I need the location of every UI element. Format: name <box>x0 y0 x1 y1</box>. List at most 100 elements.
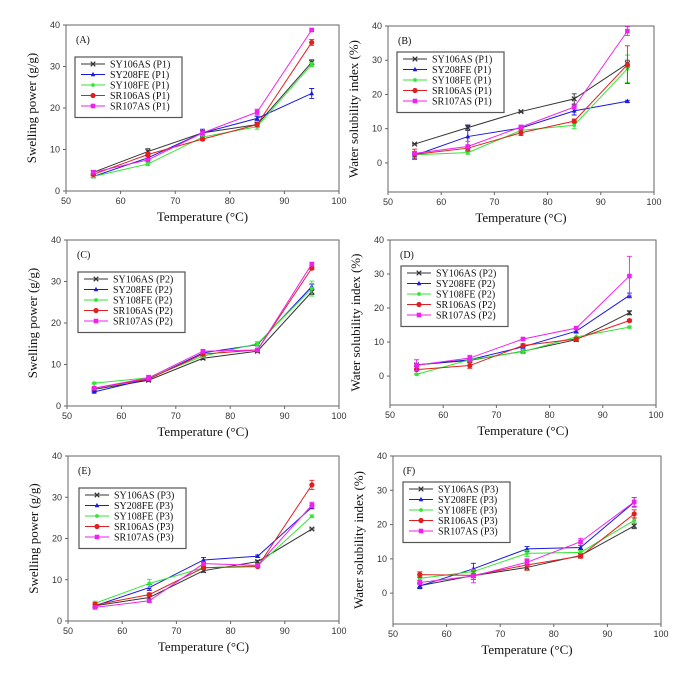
x-tick-label: 70 <box>171 411 181 421</box>
legend-item: SY208FE (P3) <box>85 501 173 512</box>
data-point <box>518 130 524 136</box>
legend-label: SY108FE (P1) <box>432 76 491 87</box>
legend-marker <box>412 56 418 62</box>
legend-label: SY108FE (P3) <box>438 506 497 517</box>
data-point <box>467 362 473 369</box>
legend-marker <box>93 286 99 292</box>
data-point <box>626 318 633 324</box>
legend-marker <box>90 103 96 109</box>
x-tick-label: 80 <box>226 626 236 636</box>
legend: SY106AS (P3)SY208FE (P3)SY108FE (P3)SR10… <box>402 481 511 544</box>
x-tick-label: 90 <box>596 197 606 207</box>
y-tick-label: 0 <box>382 588 387 598</box>
series-sr106as <box>412 45 631 160</box>
data-point <box>631 499 637 505</box>
y-tick-label: 40 <box>372 21 382 31</box>
data-point <box>571 108 577 113</box>
y-tick-label: 30 <box>51 277 61 287</box>
legend-label: SR106AS (P1) <box>432 86 492 97</box>
x-tick-label: 90 <box>279 196 289 206</box>
legend-marker <box>94 523 100 530</box>
data-point <box>146 162 150 166</box>
data-point <box>414 372 419 377</box>
series-sr107as <box>412 26 630 156</box>
y-tick-label: 40 <box>374 235 384 245</box>
legend-label: SY106AS (P1) <box>110 60 170 71</box>
y-tick-label: 40 <box>50 20 60 30</box>
x-tick-label: 60 <box>438 410 448 420</box>
y-axis-title: Water solubility index (%) <box>351 471 366 609</box>
panel-label: (A) <box>76 35 90 46</box>
panel-b: 50 60 70 80 90 100 0 10 20 30 40 Temperature (°C) Wa… <box>346 21 662 225</box>
x-tick-label: 80 <box>225 411 235 421</box>
data-point <box>524 559 530 565</box>
legend-item: SR107AS (P1) <box>403 97 492 108</box>
panel-label: (E) <box>78 466 91 477</box>
legend-label: SY108FE (P1) <box>110 81 169 92</box>
legend-marker <box>418 528 424 534</box>
data-point <box>578 539 583 545</box>
legend-item: SR107AS (P3) <box>85 533 174 544</box>
legend-label: SY208FE (P2) <box>436 279 495 290</box>
legend-item: SY108FE (P2) <box>407 290 495 301</box>
legend-item: SY208FE (P2) <box>84 285 172 296</box>
data-point <box>91 385 97 391</box>
legend-marker <box>418 496 424 502</box>
y-tick-label: 10 <box>374 337 384 347</box>
data-point <box>255 553 260 559</box>
x-tick-label: 60 <box>116 411 126 421</box>
data-point <box>309 90 314 96</box>
panel-label: (D) <box>400 250 414 261</box>
legend-marker <box>94 502 100 508</box>
x-tick-label: 60 <box>442 629 452 639</box>
panel-e: 50 60 70 80 90 100 0 10 20 30 40 Temperature (°C) Sw… <box>26 451 347 654</box>
legend-label: SR107AS (P3) <box>438 527 498 538</box>
data-point <box>631 523 637 529</box>
legend-label: SY106AS (P3) <box>114 491 174 502</box>
data-point <box>624 62 631 68</box>
legend-label: SY208FE (P1) <box>110 70 169 81</box>
legend: SY106AS (P2)SY208FE (P2)SY108FE (P2)SR10… <box>400 265 509 328</box>
data-point <box>625 28 630 34</box>
legend-marker <box>412 98 418 104</box>
panel-f: 50 60 70 80 90 100 0 10 20 30 40 Temperature (°C) Wa… <box>351 451 669 657</box>
data-point <box>571 104 577 110</box>
legend-label: SY208FE (P3) <box>114 501 173 512</box>
data-point <box>625 98 630 104</box>
x-axis-title: Temperature (°C) <box>158 639 249 654</box>
legend-item: SY106AS (P3) <box>85 491 174 502</box>
panel-label: (C) <box>77 250 90 261</box>
legend-label: SR106AS (P2) <box>436 300 496 311</box>
data-point <box>578 553 584 559</box>
x-axis-title: Temperature (°C) <box>475 210 566 225</box>
data-point <box>525 551 529 556</box>
data-point <box>412 151 417 156</box>
x-tick-label: 70 <box>489 197 499 207</box>
legend: SY106AS (P3)SY208FE (P3)SY108FE (P3)SR10… <box>78 487 187 550</box>
data-point <box>201 557 206 562</box>
data-point <box>520 342 526 349</box>
legend-item: SR106AS (P2) <box>84 306 173 317</box>
legend-item: SY106AS (P2) <box>84 275 173 286</box>
x-tick-label: 80 <box>225 196 235 206</box>
y-tick-label: 40 <box>52 451 62 461</box>
legend-marker <box>418 517 424 524</box>
legend-marker <box>94 298 98 302</box>
x-tick-label: 100 <box>331 626 346 636</box>
data-point <box>199 136 206 142</box>
legend-label: SR106AS (P1) <box>110 91 170 102</box>
series-sr107as <box>414 255 632 372</box>
data-point <box>309 482 315 488</box>
series-sr107as <box>90 27 315 175</box>
legend-item: SR106AS (P1) <box>403 86 492 97</box>
series-sr106as <box>90 39 315 177</box>
y-tick-label: 10 <box>50 145 60 155</box>
x-tick-label: 70 <box>170 196 180 206</box>
legend-item: SR106AS (P3) <box>85 522 174 533</box>
legend-label: SY108FE (P2) <box>113 296 172 307</box>
data-point <box>309 39 315 46</box>
data-point <box>254 115 260 121</box>
data-point <box>518 108 524 115</box>
legend-label: SR106AS (P3) <box>438 516 498 527</box>
data-point <box>145 151 151 158</box>
